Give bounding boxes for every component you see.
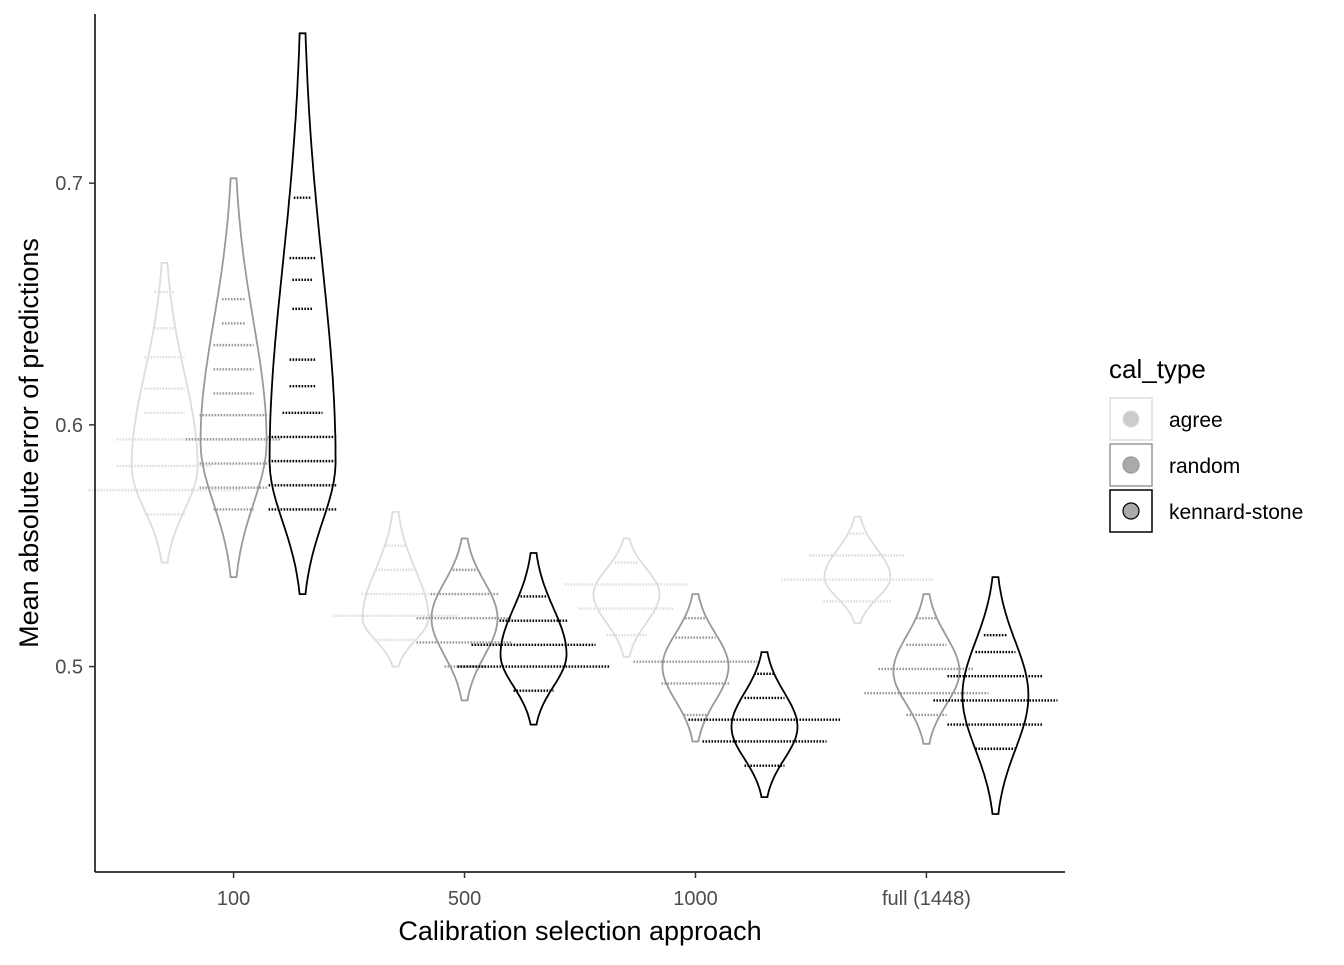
- legend-label: kennard-stone: [1169, 501, 1303, 524]
- violin-random-full-1448-: [864, 593, 989, 745]
- violin-kennard-stone-1000: [688, 651, 841, 798]
- violin-random-100: [185, 177, 282, 578]
- x-tick-label: 500: [448, 888, 481, 910]
- legend-label: agree: [1169, 409, 1223, 432]
- x-axis-title: Calibration selection approach: [398, 916, 761, 946]
- series-kennard-stone: [268, 32, 1058, 815]
- y-tick-label: 0.6: [55, 415, 83, 437]
- x-tick-label: full (1448): [882, 888, 971, 910]
- violin-agree-1000: [564, 537, 689, 658]
- violin-outline: [661, 593, 730, 743]
- violin-outline: [130, 262, 199, 564]
- x-tick-label: 100: [217, 888, 250, 910]
- violin-outline: [268, 32, 337, 595]
- violin-kennard-stone-100: [268, 32, 337, 595]
- violin-outline: [499, 552, 568, 726]
- violin-agree-500: [333, 511, 458, 668]
- series-agree: [88, 262, 934, 668]
- legend-key: [1109, 489, 1153, 533]
- violin-random-500: [416, 537, 513, 702]
- violin-kennard-stone-full-1448-: [933, 576, 1058, 815]
- violin-outline: [361, 511, 430, 668]
- violin-outline: [199, 177, 268, 578]
- legend-item-kennard-stone: kennard-stone: [1109, 489, 1303, 533]
- y-axis-ticks: 0.5 0.6 0.7: [55, 173, 95, 679]
- violin-outline: [961, 576, 1030, 815]
- violin-kennard-stone-500: [457, 552, 610, 726]
- violin-outline: [430, 537, 499, 702]
- violin-outline: [823, 515, 892, 624]
- violin-agree-full-1448-: [781, 515, 934, 624]
- x-tick-label: 1000: [673, 888, 718, 910]
- legend-title: cal_type: [1109, 354, 1206, 384]
- legend-dot-icon: [1122, 456, 1140, 474]
- x-axis-ticks: 100 500 1000 full (1448): [217, 872, 971, 910]
- legend-label: random: [1169, 455, 1240, 478]
- y-tick-label: 0.5: [55, 657, 83, 679]
- y-tick-label: 0.7: [55, 173, 83, 195]
- violin-random-1000: [633, 593, 758, 743]
- violin-outline: [592, 537, 661, 658]
- violin-agree-100: [88, 262, 241, 564]
- violin-outline: [730, 651, 799, 798]
- plot-area: [88, 32, 1058, 815]
- series-random: [185, 177, 989, 745]
- legend: cal_type agree random kennard-stone: [1109, 354, 1303, 533]
- y-axis-title: Mean absolute error of predictions: [14, 238, 44, 648]
- legend-dot-icon: [1122, 410, 1140, 428]
- violin-outline: [892, 593, 961, 745]
- legend-item-random: random: [1109, 443, 1240, 487]
- legend-item-agree: agree: [1109, 397, 1223, 441]
- legend-dot-icon: [1122, 502, 1140, 520]
